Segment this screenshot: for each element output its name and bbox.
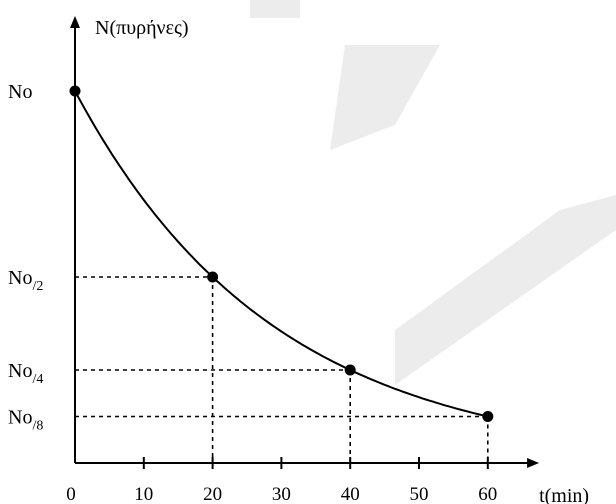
y-tick-label: No/8 <box>8 407 43 434</box>
data-point <box>344 364 356 376</box>
watermark-shape <box>250 0 300 18</box>
x-axis-arrow <box>527 458 540 468</box>
decay-curve <box>74 90 489 418</box>
guide-lines <box>75 276 489 463</box>
y-tick-label: No/4 <box>8 360 43 387</box>
watermark <box>250 0 616 385</box>
y-tick-label: No <box>8 81 32 103</box>
data-point <box>69 85 81 97</box>
x-tick-label: 10 <box>134 484 153 504</box>
x-tick-label: 40 <box>341 484 360 504</box>
watermark-shape <box>395 195 616 385</box>
data-point <box>207 271 219 283</box>
y-axis-title: N(πυρήνες) <box>95 17 189 39</box>
axes <box>70 16 540 468</box>
data-point <box>482 411 494 422</box>
data-points <box>69 85 494 422</box>
x-tick-label: 60 <box>478 484 497 504</box>
y-labels: No No/2 No/4 No/8 <box>8 81 43 434</box>
x-tick-label: 0 <box>66 484 76 504</box>
x-axis-title: t(min) <box>539 485 589 504</box>
x-tick-label: 20 <box>203 484 222 504</box>
y-tick-label: No/2 <box>8 267 43 294</box>
watermark-shape <box>330 45 440 150</box>
y-axis-arrow <box>70 16 80 28</box>
x-tick-label: 30 <box>272 484 291 504</box>
x-ticks: 0 10 20 30 40 50 60 <box>66 457 497 504</box>
x-tick-label: 50 <box>410 484 429 504</box>
